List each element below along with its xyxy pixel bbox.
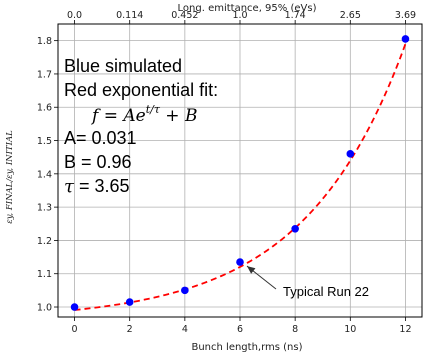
x-tick-label: 10	[344, 324, 356, 335]
annotation-formula: f = Aet/τ + B	[90, 103, 197, 126]
x-tick-label: 4	[182, 324, 188, 335]
tau-value: = 3.65	[74, 176, 130, 196]
y-tick-label: 1.0	[37, 303, 52, 314]
y-tick-label: 1.1	[37, 269, 52, 280]
formula-main: f = Ae	[90, 106, 146, 126]
data-point	[125, 298, 134, 306]
data-point	[346, 150, 355, 158]
grid-lines	[58, 24, 422, 317]
x-tick-label: 6	[237, 324, 243, 335]
x-tick-label: 0	[72, 324, 78, 335]
data-point	[181, 286, 189, 295]
callout-label: Typical Run 22	[283, 284, 369, 299]
formula-exponent: t/τ	[146, 103, 161, 116]
x-tick-label: 12	[399, 324, 411, 335]
top-tick-label: 2.65	[340, 10, 361, 21]
y-axis-label: εy, FINAL/εy, INITIAL	[5, 130, 15, 224]
annotation-param-tau: τ = 3.65	[64, 176, 130, 197]
y-tick-label: 1.7	[37, 69, 52, 80]
top-tick-label: 0.0	[67, 10, 82, 21]
y-tick-label: 1.5	[37, 136, 52, 147]
annotation-param-a: A= 0.031	[64, 128, 137, 148]
top-tick-label: 0.114	[116, 10, 143, 21]
data-point	[236, 258, 244, 266]
y-tick-label: 1.4	[37, 169, 52, 180]
top-tick-label: 1.0	[232, 10, 247, 21]
x-tick-label: 2	[127, 324, 133, 335]
top-tick-label: 1.74	[285, 10, 306, 21]
y-axis-ticks: 1.0 1.1 1.2 1.3 1.4 1.5 1.6 1.7 1.8	[37, 36, 58, 314]
y-tick-label: 1.8	[37, 36, 52, 47]
annotation-red-fit: Red exponential fit:	[64, 80, 218, 100]
data-point	[401, 35, 410, 43]
data-point	[291, 224, 299, 233]
top-tick-label: 0.452	[171, 10, 198, 21]
callout-arrow-head	[247, 266, 256, 274]
data-points	[70, 35, 410, 311]
formula-rest: + B	[160, 106, 198, 126]
x-tick-label: 8	[292, 324, 298, 335]
y-tick-label: 1.3	[37, 203, 52, 214]
x-axis-label: Bunch length,rms (ns)	[191, 342, 302, 353]
x-axis-ticks: 0 2 4 6 8 10 12	[72, 317, 412, 335]
top-tick-label: 3.69	[395, 10, 416, 21]
annotation-blue-simulated: Blue simulated	[64, 56, 182, 76]
y-tick-label: 1.2	[37, 236, 52, 247]
data-point	[70, 303, 79, 311]
top-axis-label: Long. emittance, 95% (eVs)	[178, 3, 317, 14]
y-tick-label: 1.6	[37, 103, 52, 114]
annotation-param-b: B = 0.96	[64, 152, 132, 172]
tau-symbol: τ	[64, 176, 75, 197]
top-axis-ticks: 0.0 0.114 0.452 1.0 1.74 2.65 3.69	[67, 10, 416, 24]
